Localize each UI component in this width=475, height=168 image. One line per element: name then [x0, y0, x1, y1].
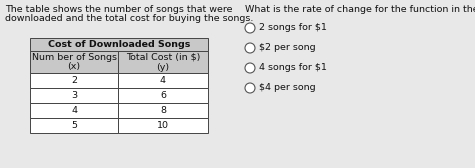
Circle shape — [245, 83, 255, 93]
Text: Cost of Downloaded Songs: Cost of Downloaded Songs — [48, 40, 190, 49]
Text: The table shows the number of songs that were: The table shows the number of songs that… — [5, 5, 232, 14]
Text: 4: 4 — [71, 106, 77, 115]
Bar — [118, 88, 208, 103]
Bar — [118, 51, 208, 73]
Text: (y): (y) — [156, 62, 170, 72]
Bar — [30, 73, 118, 88]
Text: Total Cost (in $): Total Cost (in $) — [126, 52, 200, 61]
Text: $2 per song: $2 per song — [259, 44, 315, 52]
Bar — [30, 103, 118, 118]
Text: (x): (x) — [67, 62, 81, 72]
Text: Num ber of Songs: Num ber of Songs — [31, 52, 116, 61]
Circle shape — [245, 63, 255, 73]
Text: 3: 3 — [71, 91, 77, 100]
Bar — [30, 51, 118, 73]
Bar — [30, 38, 208, 51]
Text: $4 per song: $4 per song — [259, 83, 315, 93]
Text: 4 songs for $1: 4 songs for $1 — [259, 64, 327, 73]
Bar — [118, 118, 208, 133]
Text: 6: 6 — [160, 91, 166, 100]
Text: 4: 4 — [160, 76, 166, 85]
Text: 8: 8 — [160, 106, 166, 115]
Bar — [118, 103, 208, 118]
Bar — [30, 118, 118, 133]
Circle shape — [245, 43, 255, 53]
Text: 5: 5 — [71, 121, 77, 130]
Text: What is the rate of change for the function in the table?: What is the rate of change for the funct… — [245, 5, 475, 14]
Text: 10: 10 — [157, 121, 169, 130]
Text: downloaded and the total cost for buying the songs.: downloaded and the total cost for buying… — [5, 14, 253, 23]
Text: 2 songs for $1: 2 songs for $1 — [259, 24, 327, 32]
Circle shape — [245, 23, 255, 33]
Bar — [30, 88, 118, 103]
Bar — [118, 73, 208, 88]
Text: 2: 2 — [71, 76, 77, 85]
